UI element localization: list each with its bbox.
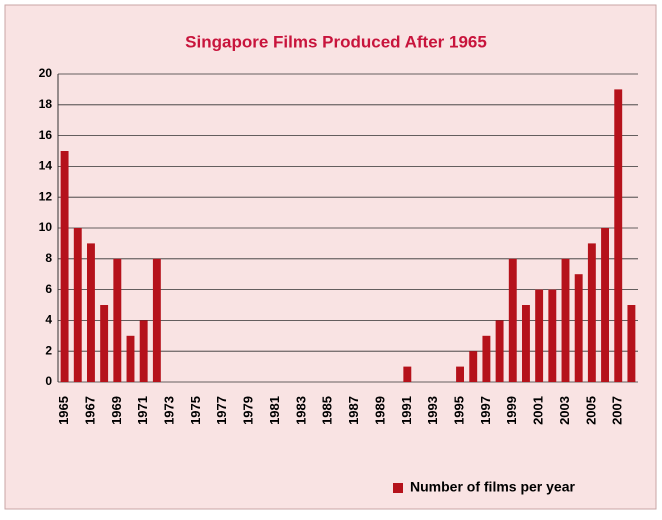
x-tick-label: 1985 [320, 396, 335, 425]
y-tick-label: 4 [45, 313, 52, 327]
y-tick-label: 8 [45, 251, 52, 265]
legend-swatch [393, 483, 403, 493]
bar [508, 258, 517, 382]
background [4, 4, 657, 510]
y-tick-label: 16 [39, 128, 53, 142]
y-tick-label: 0 [45, 374, 52, 388]
bar [469, 351, 478, 382]
bar [495, 320, 504, 382]
chart-title: Singapore Films Produced After 1965 [185, 32, 487, 51]
y-tick-label: 10 [39, 220, 53, 234]
bar [535, 289, 544, 382]
x-tick-label: 1995 [451, 396, 466, 425]
x-tick-label: 1965 [56, 396, 71, 425]
x-tick-label: 2001 [531, 396, 546, 425]
y-tick-label: 14 [39, 159, 53, 173]
bar [113, 258, 122, 382]
y-tick-label: 18 [39, 97, 53, 111]
bar [587, 243, 596, 382]
bar [60, 151, 69, 382]
x-tick-label: 1975 [188, 396, 203, 425]
bar [548, 289, 557, 382]
bar [456, 366, 464, 382]
bar [126, 335, 135, 382]
bar [522, 305, 530, 382]
x-tick-label: 1977 [214, 396, 229, 425]
bar [100, 305, 109, 382]
x-tick-label: 1967 [82, 396, 97, 425]
bar [627, 305, 636, 382]
bar [152, 258, 161, 382]
x-tick-label: 1997 [478, 396, 493, 425]
y-tick-label: 12 [39, 189, 53, 203]
x-tick-label: 1983 [293, 396, 308, 425]
bar [601, 228, 609, 382]
bar [73, 228, 82, 382]
bar [87, 243, 95, 382]
bar [139, 320, 148, 382]
x-tick-label: 1989 [372, 396, 387, 425]
bar [614, 89, 623, 383]
x-tick-label: 1981 [267, 396, 282, 425]
x-tick-label: 2005 [583, 396, 598, 425]
x-tick-label: 1991 [399, 396, 414, 425]
bar [574, 274, 583, 382]
legend-label: Number of films per year [410, 479, 575, 495]
x-tick-label: 2003 [557, 396, 572, 425]
x-tick-label: 1993 [425, 396, 440, 425]
x-tick-label: 1973 [161, 396, 176, 425]
x-tick-label: 1999 [504, 396, 519, 425]
bar [403, 366, 412, 382]
y-tick-label: 6 [45, 282, 52, 296]
x-tick-label: 1969 [109, 396, 124, 425]
x-tick-label: 1979 [241, 396, 256, 425]
bar [561, 258, 570, 382]
bar [482, 335, 491, 382]
y-tick-label: 20 [39, 66, 53, 80]
x-tick-label: 1971 [135, 396, 150, 425]
x-tick-label: 2007 [610, 396, 625, 425]
x-tick-label: 1987 [346, 396, 361, 425]
y-tick-label: 2 [45, 343, 52, 357]
